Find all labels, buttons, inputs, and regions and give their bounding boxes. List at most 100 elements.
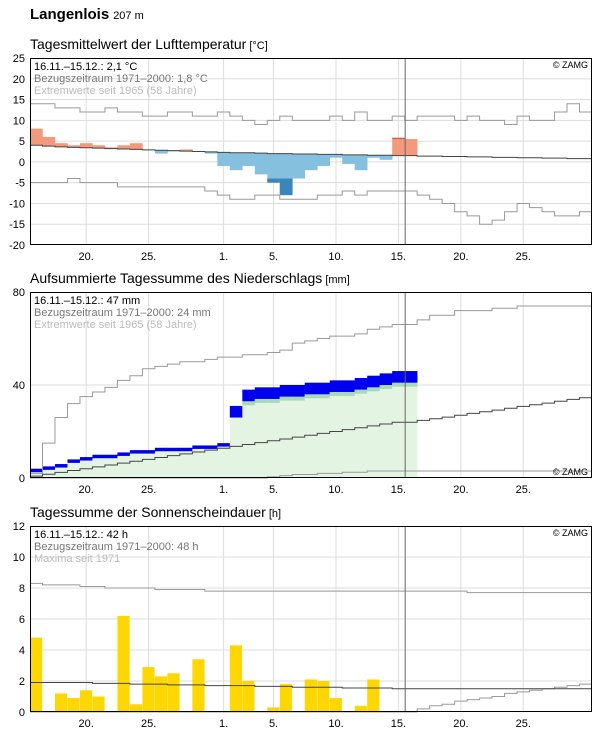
precip-band: [279, 396, 293, 401]
precip-fill: [379, 385, 393, 425]
precip-fill: [317, 394, 331, 434]
precip-normal-fill: [142, 459, 156, 478]
precip-fill: [154, 451, 168, 458]
temp-bar: [217, 152, 231, 167]
temp-bar-strong: [392, 137, 405, 140]
temp-extremes: Extremwerte seit 1965 (58 Jahre): [34, 85, 197, 97]
precip-fill: [342, 391, 356, 430]
precip-fill: [129, 453, 143, 462]
precip-fill: [217, 446, 231, 449]
precip-bar: [267, 387, 281, 399]
temp-y-tick-label: 0: [19, 157, 25, 169]
temp-bar: [392, 137, 405, 156]
precip-band: [317, 394, 331, 399]
temp-y-tick-label: 25: [13, 53, 25, 65]
sun-bar: [67, 698, 80, 712]
precip-fill: [242, 401, 256, 445]
temp-x-tick-label: 5.: [269, 251, 278, 263]
precip-x-tick-label: 25.: [516, 484, 531, 496]
precip-bar: [304, 382, 318, 395]
sun-x-tick-label: 15.: [391, 718, 406, 729]
precip-normal-fill: [92, 466, 106, 478]
precip-fill: [42, 469, 56, 475]
sun-bar: [167, 673, 180, 712]
precip-normal-fill: [204, 450, 218, 478]
temp-bar: [30, 128, 43, 146]
precip-band: [304, 394, 318, 399]
temp-max-line: [30, 103, 592, 125]
sun-unit: [h]: [268, 508, 282, 520]
precip-y-tick-label: 80: [13, 287, 25, 299]
precip-chart: [30, 292, 592, 479]
temp-bar: [92, 145, 106, 149]
temp-y-tick-label: -5: [15, 178, 25, 190]
sun-bar: [142, 667, 155, 712]
precip-x-tick-label: 25.: [141, 484, 156, 496]
precip-fill: [92, 458, 106, 467]
temp-bar: [179, 149, 193, 152]
temp-y-tick-label: -10: [9, 198, 25, 210]
sun-x-tick-label: 20.: [79, 718, 94, 729]
precip-bar: [404, 371, 418, 383]
sun-bar: [329, 698, 342, 712]
sun-y-tick-label: 2: [19, 676, 25, 688]
precip-normal-fill: [79, 468, 93, 478]
sun-max-line: [30, 582, 592, 594]
precip-frame: [30, 292, 592, 478]
sun-copyright: © ZAMG: [553, 528, 588, 538]
precip-normal-fill: [404, 422, 418, 478]
precip-bar: [92, 454, 106, 459]
temp-copyright: © ZAMG: [553, 60, 588, 70]
temp-frame: [30, 58, 592, 245]
temp-bar: [229, 152, 243, 171]
temp-bar: [329, 154, 343, 158]
precip-fill: [204, 448, 218, 451]
precip-fill: [392, 382, 405, 423]
precip-fill: [329, 391, 343, 432]
precip-extremes: Extremwerte seit 1965 (58 Jahre): [34, 319, 197, 331]
precip-fill: [254, 398, 268, 443]
temp-bar-strong: [267, 178, 281, 183]
temp-bar: [117, 145, 131, 150]
temp-bar: [254, 153, 268, 175]
sun-reference: Bezugszeitraum 1971–2000: 48 h: [34, 541, 199, 553]
precip-bar: [367, 375, 380, 388]
sun-bar: [267, 707, 280, 712]
precip-normal-fill: [304, 435, 318, 478]
precip-x-tick-label: 5.: [269, 484, 278, 496]
temp-bar: [317, 154, 331, 167]
precip-fill: [279, 396, 293, 439]
precip-band: [367, 387, 380, 392]
precip-normal-fill: [129, 461, 143, 478]
precip-bar: [167, 447, 181, 452]
temp-chart: [30, 58, 592, 245]
temp-y-tick-label: -20: [9, 240, 25, 252]
precip-x-tick-label: 15.: [391, 484, 406, 496]
sun-bar: [92, 696, 105, 712]
temp-summary: 16.11.–15.12.: 2,1 °C: [34, 61, 137, 73]
precip-normal-fill: [292, 437, 306, 478]
temp-normal-line: [30, 144, 592, 160]
precip-x-tick-label: 20.: [453, 484, 468, 496]
sun-bar: [279, 684, 292, 712]
precip-x-tick-label: 1.: [219, 484, 228, 496]
precip-fill: [267, 398, 281, 441]
precip-bar: [154, 447, 168, 452]
temp-x-tick-label: 15.: [391, 251, 406, 263]
sun-x-tick-label: 5.: [269, 718, 278, 729]
precip-bar: [117, 452, 131, 456]
precip-normal-fill: [104, 464, 118, 478]
precip-fill: [229, 417, 243, 447]
precip-bar: [254, 387, 268, 399]
precip-fill: [404, 382, 418, 423]
precip-x-tick-label: 10.: [328, 484, 343, 496]
temp-bar: [67, 145, 81, 148]
temp-x-tick-label: 20.: [453, 251, 468, 263]
temp-y-tick-label: 10: [13, 115, 25, 127]
sun-x-tick-label: 25.: [141, 718, 156, 729]
precip-normal-fill: [217, 448, 231, 478]
station-header: Langenlois 207 m: [30, 6, 144, 23]
precip-bar: [279, 385, 293, 397]
